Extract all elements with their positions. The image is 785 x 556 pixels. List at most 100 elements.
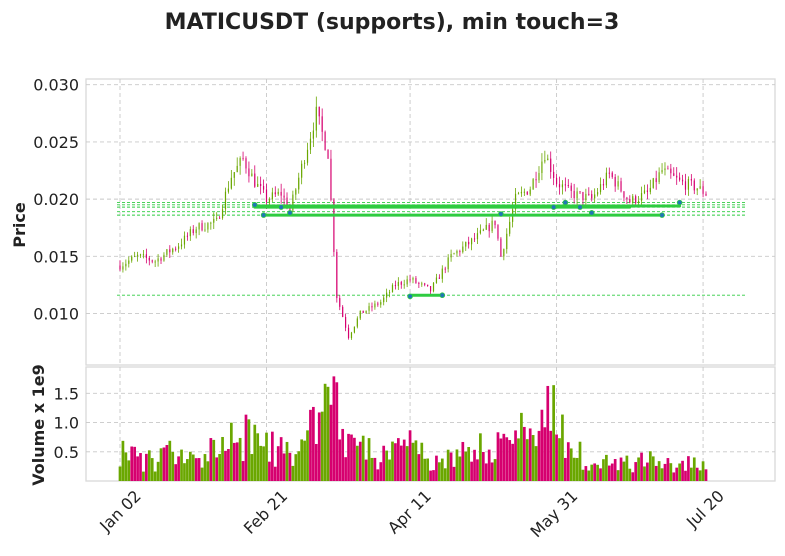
candle-up xyxy=(268,199,271,203)
volume-bar-down xyxy=(329,404,333,481)
candle-up xyxy=(277,191,279,195)
candle-up xyxy=(640,193,643,201)
candle-up xyxy=(356,318,358,327)
candle-up xyxy=(638,200,640,204)
volume-bar-down xyxy=(435,455,438,481)
candle-up xyxy=(122,266,124,270)
candle-down xyxy=(620,181,622,192)
support-touch-point xyxy=(251,202,258,208)
volume-bar-down xyxy=(268,461,271,481)
volume-bar-up xyxy=(370,457,374,481)
candle-up xyxy=(412,278,414,280)
candle-down xyxy=(160,258,162,261)
candle-down xyxy=(245,158,247,169)
candle-down xyxy=(623,191,625,198)
candle-up xyxy=(142,254,145,256)
volume-bar-up xyxy=(690,467,693,481)
volume-bar-up xyxy=(678,463,681,481)
candle-up xyxy=(213,218,215,223)
volume-bar-up xyxy=(250,454,254,481)
volume-bar-up xyxy=(300,439,304,481)
candle-down xyxy=(175,248,177,250)
candle-up xyxy=(180,244,183,247)
candle-down xyxy=(602,184,605,186)
volume-bar-up xyxy=(446,449,450,481)
volume-bar-up xyxy=(517,438,520,481)
support-touch-point xyxy=(659,212,665,218)
volume-bar-down xyxy=(508,440,512,481)
candle-up xyxy=(605,172,607,186)
candle-down xyxy=(670,168,672,174)
volume-bar-up xyxy=(153,471,157,481)
candle-up xyxy=(403,284,405,286)
candle-down xyxy=(186,235,188,237)
candle-up xyxy=(517,193,520,195)
candle-down xyxy=(339,298,341,307)
candle-down xyxy=(260,183,262,186)
candle-down xyxy=(679,177,681,180)
support-touch-point xyxy=(577,204,583,210)
candle-up xyxy=(547,158,549,161)
candle-down xyxy=(459,251,461,253)
candle-up xyxy=(224,191,227,210)
volume-bar-down xyxy=(640,452,643,481)
candle-up xyxy=(532,179,534,190)
candle-down xyxy=(336,251,338,299)
volume-bar-down xyxy=(317,412,321,481)
volume-bar-down xyxy=(314,443,318,481)
candle-up xyxy=(462,246,464,253)
candle-up xyxy=(136,254,139,257)
candle-up xyxy=(383,297,385,303)
candle-up xyxy=(233,172,235,178)
volume-bar-down xyxy=(215,457,219,481)
candle-up xyxy=(125,263,127,267)
volume-bar-up xyxy=(440,458,444,481)
volume-bar-down xyxy=(490,462,494,481)
volume-bar-down xyxy=(353,437,356,481)
price-tick-label: 0.015 xyxy=(33,247,79,266)
candle-up xyxy=(643,190,646,194)
candle-down xyxy=(333,199,335,252)
volume-bar-up xyxy=(616,470,620,481)
candle-down xyxy=(418,282,420,284)
support-touch-point xyxy=(550,204,557,210)
volume-bar-up xyxy=(479,433,482,481)
volume-bar-up xyxy=(171,451,175,481)
candle-down xyxy=(192,229,194,234)
volume-bar-up xyxy=(657,461,661,481)
candle-down xyxy=(321,116,323,132)
volume-bar-down xyxy=(499,438,503,481)
volume-bar-up xyxy=(156,461,160,481)
volume-bar-up xyxy=(127,460,131,481)
candle-up xyxy=(599,184,602,193)
volume-bar-down xyxy=(663,463,667,481)
candle-up xyxy=(441,268,443,279)
candle-down xyxy=(342,306,344,317)
candle-up xyxy=(221,209,224,219)
candle-up xyxy=(447,257,449,270)
volume-bar-up xyxy=(443,468,447,481)
volume-bar-down xyxy=(417,454,421,481)
volume-bar-up xyxy=(124,452,128,481)
volume-bar-up xyxy=(303,440,306,481)
candle-up xyxy=(195,229,197,234)
candle-up xyxy=(617,181,619,187)
volume-bar-down xyxy=(408,430,412,481)
volume-bar-down xyxy=(684,470,687,481)
volume-bar-down xyxy=(610,463,614,481)
volume-bar-down xyxy=(177,456,180,481)
candle-down xyxy=(148,257,150,261)
volume-bar-up xyxy=(426,458,429,481)
candle-up xyxy=(465,241,467,247)
candle-down xyxy=(591,194,593,199)
candle-up xyxy=(503,249,505,257)
candle-down xyxy=(242,158,244,160)
candle-down xyxy=(553,171,555,178)
volume-bar-down xyxy=(379,462,383,481)
volume-bar-up xyxy=(648,451,652,481)
candle-up xyxy=(514,193,517,210)
volume-bar-down xyxy=(681,460,684,481)
volume-bar-down xyxy=(271,431,274,481)
candle-down xyxy=(667,168,669,170)
candle-up xyxy=(520,191,523,194)
